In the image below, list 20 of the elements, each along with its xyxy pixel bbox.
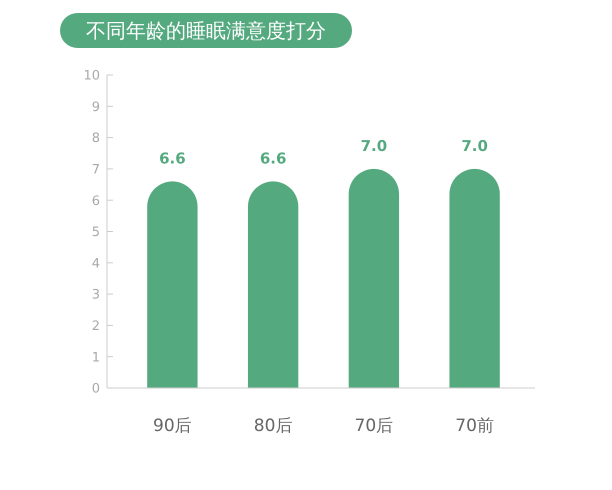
x-tick-label: 80后 [254,416,292,436]
y-tick-label: 0 [92,382,100,397]
data-label: 7.0 [360,136,388,155]
y-tick-label: 4 [92,256,100,272]
x-tick-label: 70前 [455,416,494,436]
y-tick-label: 2 [92,318,100,334]
y-tick-label: 5 [92,225,100,240]
y-tick-label: 7 [92,162,100,178]
y-tick-label: 9 [92,100,100,115]
y-tick-label: 1 [92,350,100,366]
x-tick-label: 90后 [153,416,192,436]
y-tick-label: 3 [92,288,100,303]
y-tick-label: 10 [83,68,100,84]
y-tick-label: 6 [92,194,100,209]
chart-title: 不同年龄的睡眠满意度打分 [86,18,326,42]
x-tick-label: 70后 [354,416,394,436]
data-label: 6.6 [159,149,186,168]
data-label: 7.0 [461,136,488,155]
y-tick-label: 8 [92,131,100,146]
data-label: 6.6 [260,149,286,168]
